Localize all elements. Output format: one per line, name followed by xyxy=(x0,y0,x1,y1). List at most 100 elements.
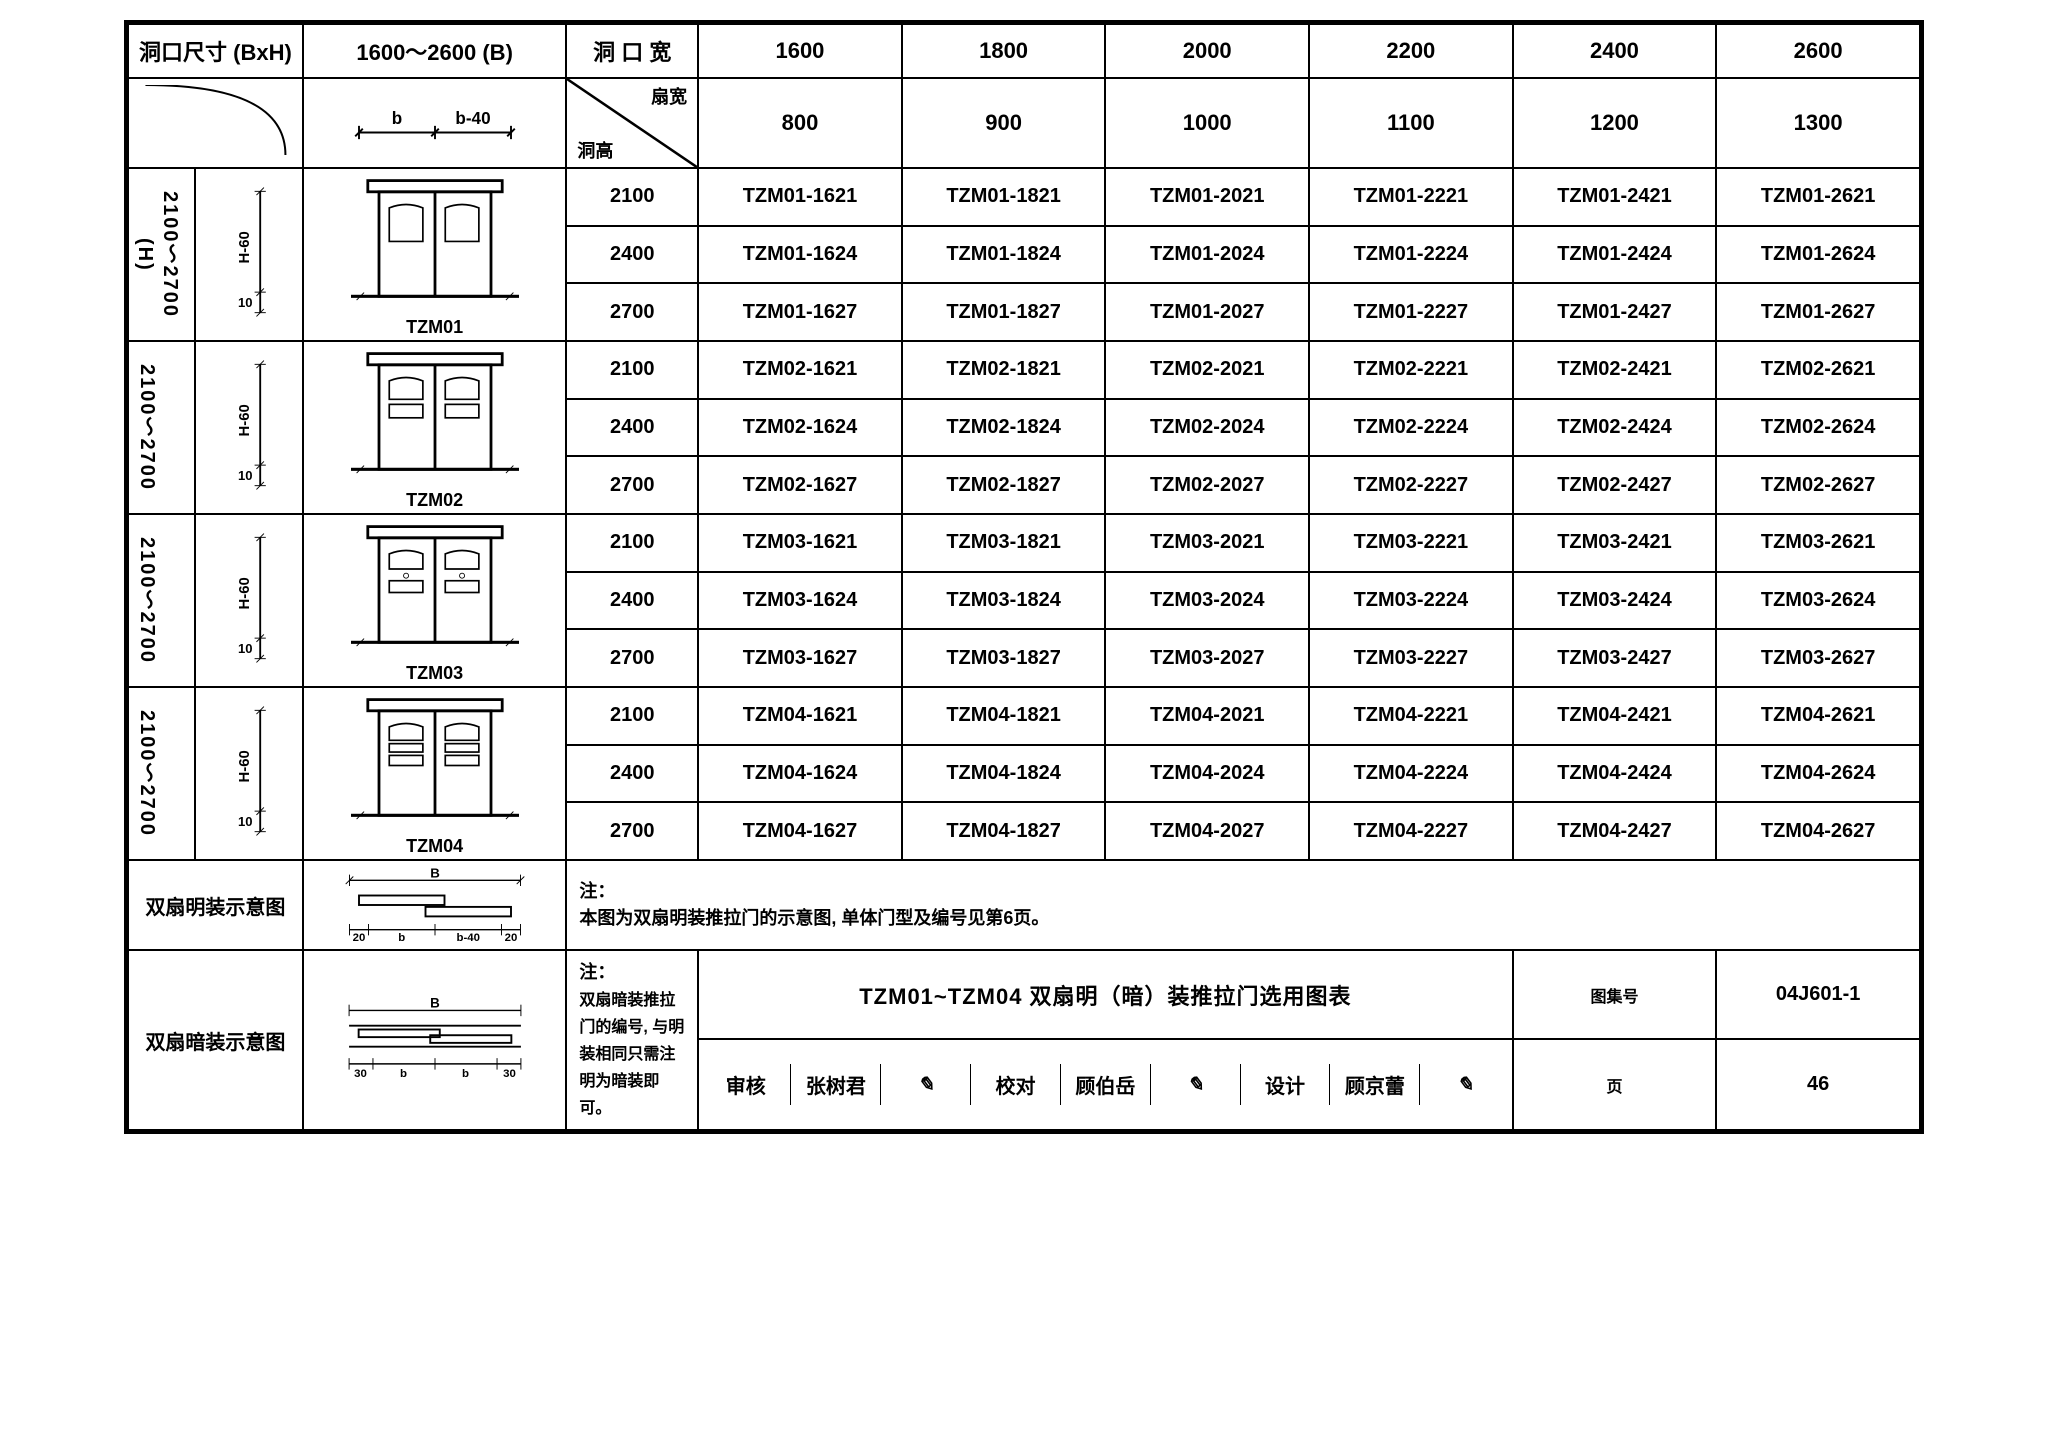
signature-row: 审核 张树君 ✎ 校对 顾伯岳 ✎ 设计 顾京蕾 ✎ xyxy=(698,1039,1513,1130)
check-name: 顾伯岳 xyxy=(1060,1064,1150,1105)
opening-height-label: 洞高 xyxy=(577,137,613,163)
leaf-width-col: 1300 xyxy=(1716,78,1920,168)
design-sign-icon: ✎ xyxy=(1420,1064,1510,1105)
note-title: 注： xyxy=(579,881,615,901)
model-code: TZM01-2427 xyxy=(1513,283,1717,341)
model-code: TZM04-1827 xyxy=(902,802,1106,860)
svg-text:20: 20 xyxy=(504,932,517,943)
height-value: 2100 xyxy=(566,168,698,226)
height-value: 2700 xyxy=(566,802,698,860)
width-col: 1800 xyxy=(902,24,1106,78)
model-code: TZM03-2627 xyxy=(1716,629,1920,687)
height-range: 2100～2700 xyxy=(128,687,195,860)
model-code: TZM04-2021 xyxy=(1105,687,1309,745)
set-no-label: 图集号 xyxy=(1513,950,1717,1039)
model-code: TZM01-1827 xyxy=(902,283,1106,341)
review-name: 张树君 xyxy=(791,1064,881,1105)
height-value: 2100 xyxy=(566,341,698,399)
door-elevation: TZM02 xyxy=(303,341,567,514)
top-dim-diagram: b b-40 xyxy=(303,78,567,168)
model-code: TZM01-2627 xyxy=(1716,283,1920,341)
model-code: TZM03-2621 xyxy=(1716,514,1920,572)
model-code: TZM03-1627 xyxy=(698,629,902,687)
width-col: 2000 xyxy=(1105,24,1309,78)
model-code: TZM02-2427 xyxy=(1513,456,1717,514)
page-label: 页 xyxy=(1513,1039,1717,1130)
plan-hidden-label: 双扇暗装示意图 xyxy=(128,950,303,1130)
svg-text:10: 10 xyxy=(238,468,253,483)
model-code: TZM04-1621 xyxy=(698,687,902,745)
model-code: TZM01-2621 xyxy=(1716,168,1920,226)
svg-text:b: b xyxy=(462,1068,469,1080)
size-label: 洞口尺寸 (BxH) xyxy=(128,24,303,78)
leaf-width-label: 扇宽 xyxy=(651,83,687,109)
note-body: 双扇暗装推拉门的编号, 与明装相同只需注明为暗装即可。 xyxy=(579,992,684,1117)
note-body: 本图为双扇明装推拉门的示意图, 单体门型及编号见第6页。 xyxy=(579,908,1049,928)
svg-text:H-60: H-60 xyxy=(236,577,253,609)
model-code: TZM04-2621 xyxy=(1716,687,1920,745)
model-code: TZM03-1621 xyxy=(698,514,902,572)
height-value: 2400 xyxy=(566,745,698,803)
leaf-width-col: 900 xyxy=(902,78,1106,168)
side-dim: H-60 10 xyxy=(195,514,303,687)
svg-text:b: b xyxy=(398,932,405,943)
width-col: 2600 xyxy=(1716,24,1920,78)
height-value: 2400 xyxy=(566,226,698,284)
model-code: TZM02-1624 xyxy=(698,399,902,457)
model-code: TZM03-2221 xyxy=(1309,514,1513,572)
svg-text:b-40: b-40 xyxy=(456,932,479,943)
check-sign-icon: ✎ xyxy=(1150,1064,1240,1105)
height-range: 2100～2700 xyxy=(128,341,195,514)
model-code: TZM04-2627 xyxy=(1716,802,1920,860)
model-code: TZM02-2624 xyxy=(1716,399,1920,457)
model-code: TZM01-1821 xyxy=(902,168,1106,226)
model-code: TZM02-2224 xyxy=(1309,399,1513,457)
model-code: TZM02-2421 xyxy=(1513,341,1717,399)
design-label: 设计 xyxy=(1240,1064,1330,1105)
model-code: TZM02-2027 xyxy=(1105,456,1309,514)
model-code: TZM03-1827 xyxy=(902,629,1106,687)
plan-open-diagram: B 20 b b-40 20 xyxy=(303,860,567,950)
model-code: TZM01-2027 xyxy=(1105,283,1309,341)
height-value: 2100 xyxy=(566,514,698,572)
model-code: TZM03-2027 xyxy=(1105,629,1309,687)
model-code: TZM04-2221 xyxy=(1309,687,1513,745)
model-code: TZM02-1821 xyxy=(902,341,1106,399)
model-code: TZM04-2024 xyxy=(1105,745,1309,803)
model-code: TZM01-2227 xyxy=(1309,283,1513,341)
review-label: 审核 xyxy=(701,1064,791,1105)
svg-text:b: b xyxy=(391,109,401,128)
plan-open-label: 双扇明装示意图 xyxy=(128,860,303,950)
height-range: 2100～2700 xyxy=(128,514,195,687)
model-code: TZM02-1627 xyxy=(698,456,902,514)
corner-curve xyxy=(128,78,303,168)
model-code: TZM01-2024 xyxy=(1105,226,1309,284)
design-name: 顾京蕾 xyxy=(1330,1064,1420,1105)
side-dim: H-60 10 xyxy=(195,168,303,341)
model-code: TZM02-2627 xyxy=(1716,456,1920,514)
side-dim: H-60 10 xyxy=(195,687,303,860)
model-code: TZM03-2427 xyxy=(1513,629,1717,687)
svg-text:10: 10 xyxy=(238,295,253,310)
door-elevation: TZM01 xyxy=(303,168,567,341)
width-range: 1600～2600 (B) xyxy=(303,24,567,78)
height-value: 2700 xyxy=(566,629,698,687)
opening-width-label: 洞 口 宽 xyxy=(566,24,698,78)
model-code: TZM01-1624 xyxy=(698,226,902,284)
svg-text:30: 30 xyxy=(503,1068,516,1080)
drawing-sheet: 洞口尺寸 (BxH) 1600～2600 (B) 洞 口 宽 1600 1800… xyxy=(124,20,1924,1134)
model-code: TZM04-2427 xyxy=(1513,802,1717,860)
model-code: TZM03-2421 xyxy=(1513,514,1717,572)
model-code: TZM04-2624 xyxy=(1716,745,1920,803)
leaf-width-col: 1000 xyxy=(1105,78,1309,168)
model-code: TZM01-1627 xyxy=(698,283,902,341)
model-code: TZM01-2624 xyxy=(1716,226,1920,284)
height-value: 2400 xyxy=(566,572,698,630)
model-code: TZM01-2021 xyxy=(1105,168,1309,226)
model-code: TZM02-1621 xyxy=(698,341,902,399)
svg-text:20: 20 xyxy=(352,932,365,943)
svg-text:B: B xyxy=(430,867,440,880)
leaf-width-col: 800 xyxy=(698,78,902,168)
model-code: TZM04-2421 xyxy=(1513,687,1717,745)
model-code: TZM01-2424 xyxy=(1513,226,1717,284)
